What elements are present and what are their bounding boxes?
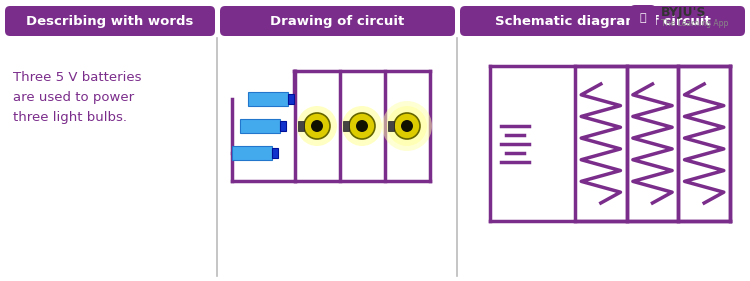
Bar (388, 121, 394, 131)
Circle shape (401, 120, 413, 132)
Bar (280, 121, 286, 131)
Text: Schematic diagram of circuit: Schematic diagram of circuit (495, 15, 710, 28)
FancyBboxPatch shape (5, 6, 215, 36)
Bar (272, 148, 278, 158)
Circle shape (342, 106, 382, 146)
Circle shape (349, 113, 375, 139)
Bar (232, 146, 272, 160)
Text: The Learning App: The Learning App (661, 19, 728, 28)
Bar (248, 92, 288, 106)
Text: Describing with words: Describing with words (26, 15, 194, 28)
Circle shape (387, 106, 427, 146)
Bar (343, 121, 349, 131)
Circle shape (297, 106, 337, 146)
Bar (288, 94, 294, 104)
Circle shape (356, 120, 368, 132)
FancyBboxPatch shape (220, 6, 455, 36)
Circle shape (304, 113, 330, 139)
Text: BYJU'S: BYJU'S (661, 6, 706, 19)
Circle shape (382, 101, 432, 151)
Text: Drawing of circuit: Drawing of circuit (270, 15, 405, 28)
Circle shape (311, 120, 323, 132)
FancyBboxPatch shape (460, 6, 745, 36)
FancyBboxPatch shape (630, 5, 656, 31)
Circle shape (394, 113, 420, 139)
Bar (240, 119, 280, 133)
Bar (298, 121, 304, 131)
Text: Three 5 V batteries
are used to power
three light bulbs.: Three 5 V batteries are used to power th… (13, 71, 142, 124)
Text: 📱: 📱 (640, 13, 646, 23)
